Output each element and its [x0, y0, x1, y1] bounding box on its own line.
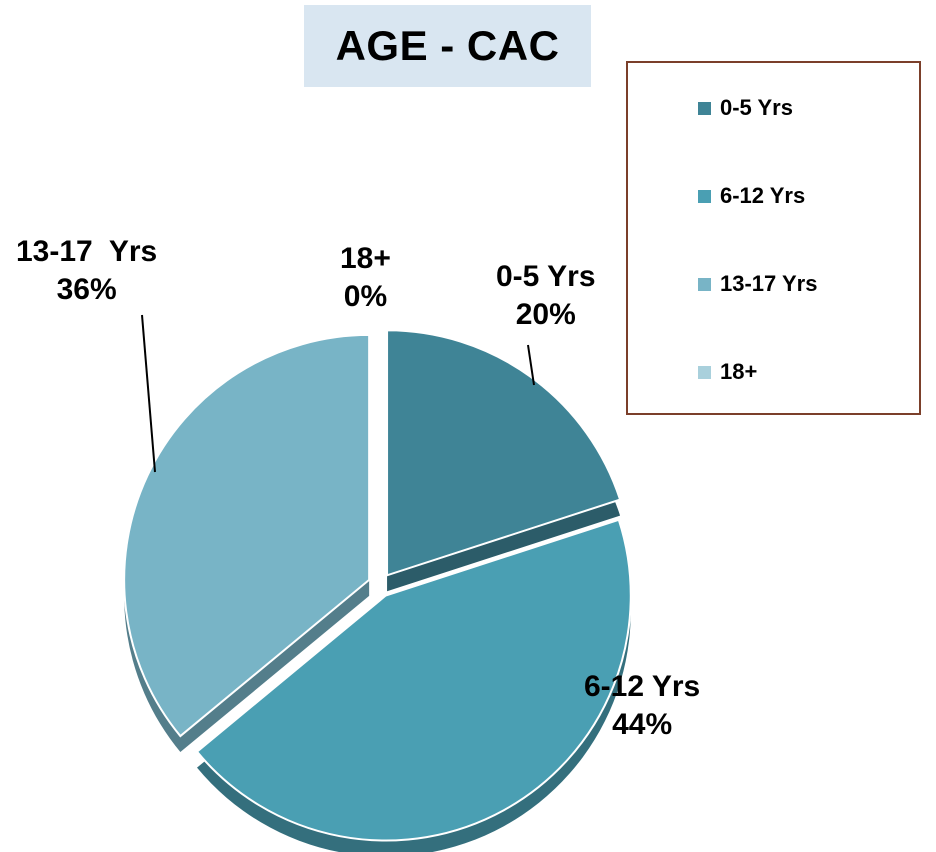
- data-label-13-17-value: 36%: [56, 272, 117, 306]
- data-label-6-12-value: 44%: [612, 707, 673, 741]
- data-label-18-plus-name: 18+: [340, 242, 391, 275]
- legend-item-18-plus: 18+: [698, 359, 757, 385]
- pie-slice-6-12: [195, 518, 632, 842]
- data-label-6-12-name: 6-12 Yrs: [584, 670, 701, 703]
- data-label-6-12: 6-12 Yrs 44%: [584, 668, 700, 743]
- legend-label-13-17: 13-17 Yrs: [720, 271, 818, 296]
- pie-slice-13-17: [123, 333, 371, 738]
- legend-swatch-18-plus: [698, 365, 711, 379]
- legend-label-18-plus: 18+: [720, 359, 758, 384]
- leader-line-0-5: [527, 344, 535, 386]
- data-label-0-5: 0-5 Yrs 20%: [496, 258, 596, 333]
- chart-legend: 0-5 Yrs 6-12 Yrs 13-17 Yrs 18+: [626, 61, 921, 415]
- data-label-18-plus: 18+ 0%: [340, 240, 391, 315]
- data-label-13-17: 13-17 Yrs 36%: [16, 233, 157, 308]
- chart-title-box: AGE - CAC: [304, 5, 591, 87]
- leader-line-group: [141, 314, 535, 473]
- legend-swatch-6-12: [698, 189, 711, 203]
- leader-line-13-17: [141, 314, 156, 473]
- data-label-0-5-value: 20%: [515, 297, 576, 331]
- legend-swatch-0-5: [698, 101, 711, 115]
- pie-slice-0-5: [386, 329, 622, 577]
- legend-label-0-5: 0-5 Yrs: [720, 95, 793, 120]
- data-label-13-17-name: 13-17 Yrs: [16, 235, 158, 268]
- data-label-18-plus-value: 0%: [343, 279, 388, 313]
- legend-item-0-5: 0-5 Yrs: [698, 95, 793, 121]
- slice-group: [123, 329, 632, 842]
- legend-item-6-12: 6-12 Yrs: [698, 183, 805, 209]
- chart-title: AGE - CAC: [335, 22, 560, 69]
- legend-item-13-17: 13-17 Yrs: [698, 271, 817, 297]
- legend-label-6-12: 6-12 Yrs: [720, 183, 806, 208]
- data-label-0-5-name: 0-5 Yrs: [496, 260, 596, 293]
- legend-swatch-13-17: [698, 277, 711, 291]
